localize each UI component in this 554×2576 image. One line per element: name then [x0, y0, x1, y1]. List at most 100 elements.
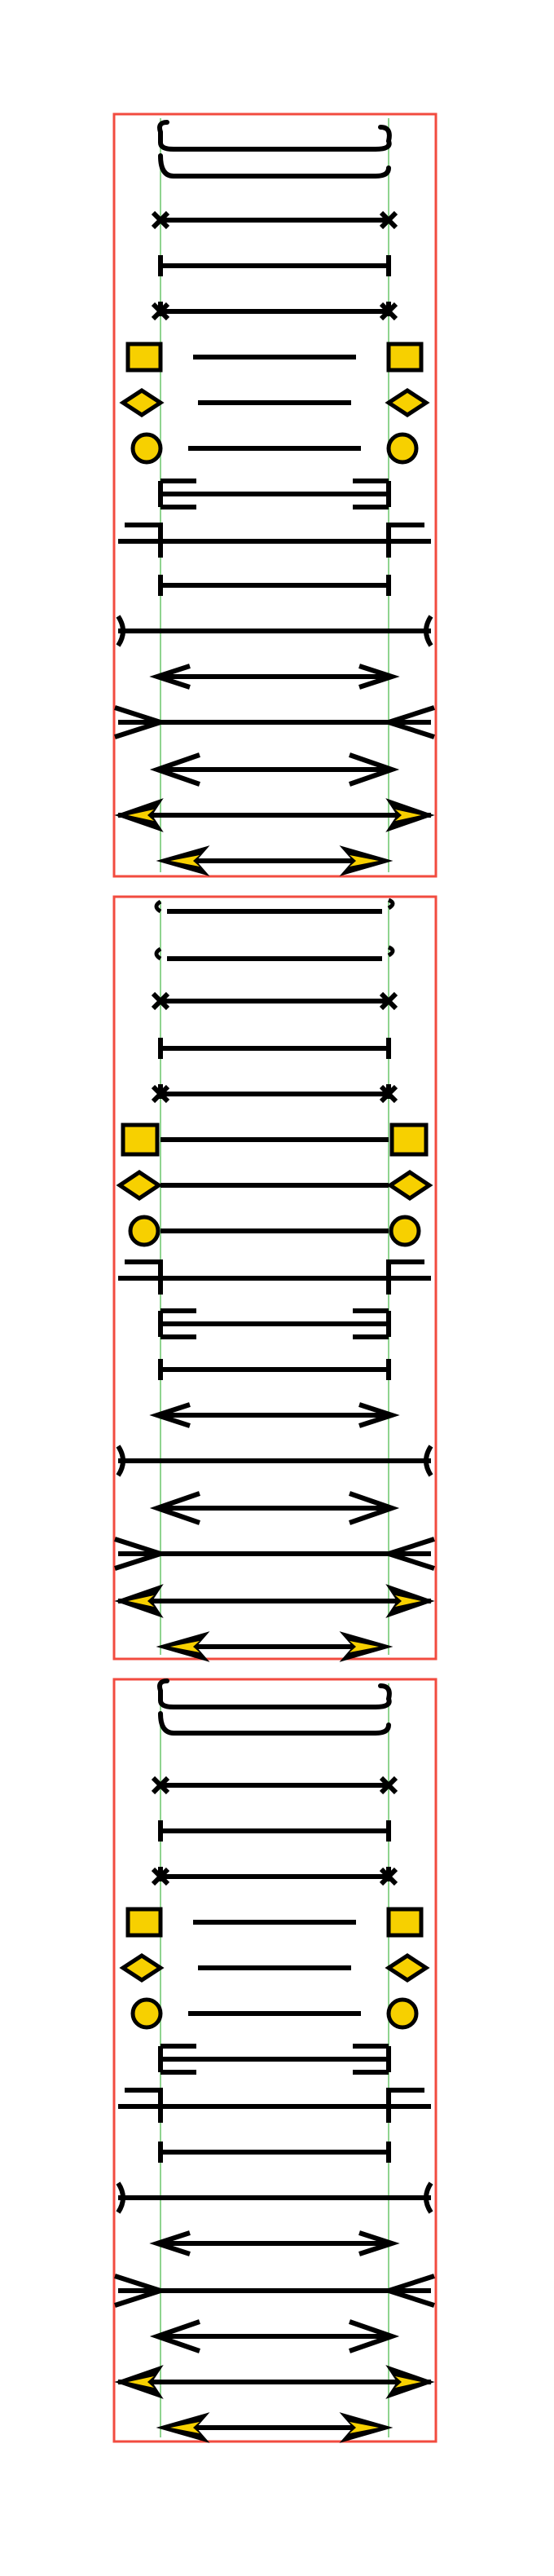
cross-marker — [379, 991, 398, 1011]
cross-marker — [379, 210, 398, 230]
connector-row — [125, 1907, 424, 1938]
arrowhead-marker — [149, 2319, 200, 2353]
connector-row — [154, 898, 395, 914]
connector-row — [151, 991, 398, 1011]
diamond-marker — [385, 1953, 430, 1983]
connector-row — [156, 2412, 394, 2443]
arrowhead-fill — [395, 1595, 421, 1607]
connector-row — [158, 1820, 391, 1842]
panel-frame — [112, 1678, 437, 2443]
half-hook-left — [154, 899, 162, 914]
crowfoot-marker — [353, 2044, 391, 2075]
connector-row — [158, 1359, 391, 1380]
arrowhead-marker — [149, 2230, 191, 2256]
connector-row — [114, 1584, 435, 1618]
half-hook-left — [154, 946, 162, 961]
arrowhead-fill — [170, 2422, 200, 2433]
circle-marker — [128, 1215, 160, 1247]
connector-row — [149, 2319, 400, 2353]
open-vee-marker — [380, 1537, 435, 1571]
star-marker — [379, 302, 398, 321]
circle-marker — [386, 432, 419, 465]
connector-row — [121, 1123, 429, 1157]
connector-row — [116, 615, 433, 647]
arrowhead-fill — [170, 1641, 200, 1652]
cross-marker — [151, 1775, 170, 1795]
connector-row — [114, 2365, 435, 2399]
square-marker — [125, 342, 163, 373]
connector-row — [151, 1867, 398, 1886]
diamond-marker — [116, 1169, 163, 1202]
connector-row — [130, 432, 419, 465]
connector-row — [156, 1631, 394, 1662]
connector-row — [149, 2230, 400, 2256]
star-marker — [379, 1867, 398, 1886]
square-marker — [386, 342, 424, 373]
square-marker — [125, 1907, 163, 1938]
hook-connector — [157, 1678, 392, 1736]
panel-1 — [112, 112, 437, 878]
connector-row — [151, 1775, 398, 1795]
diamond-marker — [385, 388, 430, 417]
arrowhead-fill — [395, 2376, 421, 2388]
arrowhead-fill — [350, 855, 379, 867]
connector-row — [149, 752, 400, 787]
connector-row — [114, 1537, 435, 1571]
open-vee-marker — [380, 2274, 435, 2308]
connector-row — [156, 845, 394, 876]
connector-row — [118, 2088, 431, 2123]
open-vee-marker — [380, 705, 435, 739]
connector-row — [149, 1491, 400, 1525]
panel-frame — [112, 112, 437, 878]
connector-row — [157, 120, 392, 179]
connector-row — [151, 302, 398, 321]
connector-row — [118, 1259, 431, 1295]
connector-row — [158, 1308, 391, 1339]
arrowhead-marker — [149, 752, 200, 787]
connector-row — [154, 945, 395, 961]
connector-row — [114, 705, 435, 739]
connector-row — [158, 255, 391, 276]
arrowhead-marker — [349, 1491, 400, 1525]
arrowhead-fill — [128, 809, 154, 821]
circle-marker — [130, 432, 163, 465]
open-vee-marker — [114, 2274, 169, 2308]
cross-marker — [379, 1775, 398, 1795]
hook-connector — [157, 120, 392, 179]
connector-row — [149, 664, 400, 690]
connector-row — [157, 1678, 392, 1736]
arrowhead-marker — [349, 752, 400, 787]
panel-frame — [112, 895, 437, 1661]
connector-row — [125, 342, 424, 373]
crowfoot-marker — [158, 1308, 196, 1339]
crowfoot-marker — [158, 2044, 196, 2075]
connector-row — [151, 1084, 398, 1104]
circle-marker — [389, 1215, 421, 1247]
circle-marker — [130, 1997, 163, 2030]
panel-2 — [112, 895, 437, 1662]
connector-row — [158, 2142, 391, 2163]
diamond-marker — [119, 1953, 165, 1983]
curve-marker — [424, 1445, 433, 1477]
curve-marker — [424, 615, 433, 647]
arrowhead-marker — [358, 2230, 400, 2256]
arrowhead-fill — [128, 1595, 154, 1607]
curve-marker — [116, 615, 125, 647]
square-marker — [121, 1123, 160, 1157]
arrowhead-marker — [149, 1491, 200, 1525]
connector-row — [116, 1445, 433, 1477]
arrowhead-marker — [358, 664, 400, 690]
curve-marker — [116, 1445, 125, 1477]
arrowhead-fill — [395, 809, 421, 821]
connector-row — [118, 523, 431, 558]
arrowhead-fill — [350, 2422, 379, 2433]
circle-marker — [386, 1997, 419, 2030]
connector-row — [119, 1953, 430, 1983]
connector-row — [116, 1169, 433, 1202]
square-marker — [389, 1123, 429, 1157]
connector-row — [158, 1038, 391, 1059]
connector-row — [130, 1997, 419, 2030]
arrowhead-marker — [149, 1402, 191, 1428]
